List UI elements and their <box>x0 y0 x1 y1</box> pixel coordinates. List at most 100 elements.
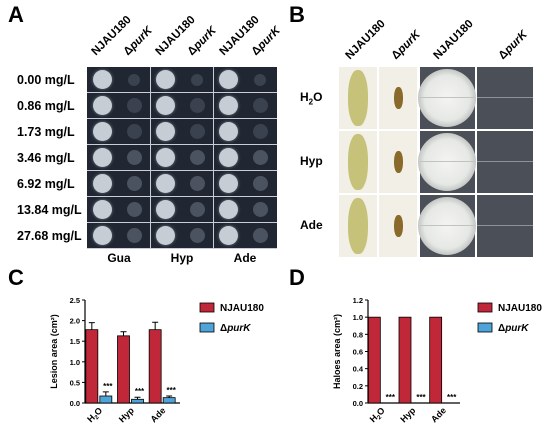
colony-wildtype <box>219 70 238 89</box>
colony-mutant <box>189 228 205 243</box>
panel-letter-d: D <box>289 265 305 290</box>
colony-mutant <box>126 202 142 217</box>
panel-b-col-header: ΔpurK <box>497 29 530 62</box>
row-label-tail: O <box>313 90 323 104</box>
halo-photo-wildtype <box>418 131 476 193</box>
colony-wildtype <box>93 70 112 89</box>
row-label-main: H <box>300 90 309 104</box>
plate-crease <box>477 225 533 226</box>
colony-mutant <box>189 124 205 139</box>
y-axis-label: Haloes area (cm²) <box>332 314 342 389</box>
panel-b-row-label: Hyp <box>300 154 323 168</box>
colony-mutant <box>126 124 142 139</box>
colony-wildtype <box>219 122 238 141</box>
category-label: Ade <box>429 405 448 424</box>
bar <box>429 316 443 404</box>
y-tick-label: 0.8 <box>353 330 363 339</box>
y-tick-label: 2.0 <box>70 317 80 326</box>
legend-swatch <box>477 322 493 333</box>
colony-mutant <box>126 98 142 113</box>
lesion-photo-wildtype <box>339 195 377 257</box>
panel-letter-b: B <box>289 2 305 27</box>
panel-c-lesion-chart: 0.0 0.5 1.0 1.5 2.0 2.5 Lesion area (cm²) *** H2… <box>49 296 264 424</box>
y-tick-label: 0.6 <box>353 348 363 357</box>
lesion-wildtype <box>348 70 368 126</box>
colony-mutant <box>252 202 268 217</box>
significance-annotation: *** <box>416 393 426 402</box>
plate-crease <box>420 225 475 226</box>
strain-name: NJAU180 <box>343 17 388 63</box>
colony-wildtype <box>93 200 112 219</box>
bar <box>148 329 162 404</box>
bar <box>117 335 130 404</box>
plate-group-divider <box>150 67 151 249</box>
panel-a-plate-image <box>87 67 277 249</box>
halo-photo-wildtype <box>418 67 476 129</box>
lesion-mutant <box>394 87 403 109</box>
y-tick-label: 0.5 <box>70 378 80 387</box>
halo-photo-mutant <box>477 131 533 193</box>
concentration-label: 13.84 mg/L <box>17 203 82 217</box>
bar <box>367 316 381 404</box>
concentration-label: 6.92 mg/L <box>17 177 75 191</box>
y-tick-label: 2.5 <box>70 296 80 305</box>
category-label: Ade <box>148 405 167 424</box>
significance-annotation: *** <box>166 386 176 395</box>
colony-wildtype <box>219 200 238 219</box>
plate-row <box>87 67 277 93</box>
plate-crease <box>420 97 475 98</box>
colony-wildtype <box>93 174 112 193</box>
colony-mutant <box>189 150 205 165</box>
colony-mutant <box>126 150 142 165</box>
colony-mutant <box>126 228 142 243</box>
colony-wildtype <box>156 200 175 219</box>
halo-photo-wildtype <box>418 195 476 257</box>
bar <box>162 397 176 404</box>
lesion-mutant <box>394 215 403 237</box>
panel-b-row-label: H2O <box>300 90 322 106</box>
lesion-mutant <box>394 151 403 173</box>
panel-letter-c: C <box>8 265 24 290</box>
legend-label: NJAU180 <box>220 303 264 314</box>
halo-photo-mutant <box>477 195 533 257</box>
legend-swatch <box>477 302 493 313</box>
y-tick-label: 1.2 <box>353 296 363 305</box>
plate-row <box>87 119 277 145</box>
bar <box>99 395 113 404</box>
panel-letter-a: A <box>8 2 24 27</box>
plate-crease <box>477 97 533 98</box>
colony-mutant <box>252 150 268 165</box>
strain-gene-italic: purK <box>395 28 423 57</box>
legend-swatch <box>199 322 215 333</box>
legend-label: ΔpurK <box>498 323 529 334</box>
colony-mutant <box>189 176 205 191</box>
significance-annotation: *** <box>103 382 113 391</box>
lesion-photo-wildtype <box>339 131 377 193</box>
plate-row <box>87 223 277 249</box>
panel-a-col-header: ΔpurK <box>122 25 155 58</box>
strain-gene-italic: purK <box>127 24 155 53</box>
group-label: Gua <box>107 251 131 265</box>
concentration-label: 0.86 mg/L <box>17 99 75 113</box>
concentration-label: 1.73 mg/L <box>17 125 75 139</box>
legend-label: NJAU180 <box>498 303 542 314</box>
lesion-wildtype <box>348 198 368 254</box>
halo-zone-wildtype <box>418 69 476 127</box>
significance-annotation: *** <box>135 387 145 396</box>
halo-zone-wildtype <box>418 133 476 191</box>
row-label-subscript: 2 <box>308 97 314 107</box>
colony-wildtype <box>156 96 175 115</box>
category-label: Hyp <box>398 405 417 424</box>
concentration-label: 27.68 mg/L <box>17 229 82 243</box>
plate-row <box>87 197 277 223</box>
group-label: Hyp <box>170 251 194 265</box>
panel-d-haloes-chart: 0.0 0.2 0.4 0.6 0.8 1.0 1.2 Haloes area (cm²) **… <box>332 296 542 424</box>
y-tick-label: 0.0 <box>70 399 80 408</box>
bar <box>85 329 99 404</box>
lesion-photo-wildtype <box>339 67 377 129</box>
colony-wildtype <box>156 174 175 193</box>
legend-swatch <box>199 302 215 313</box>
colony-wildtype <box>219 226 238 245</box>
panel-b-row-label: Ade <box>300 218 323 232</box>
panel-b-col-header: ΔpurK <box>390 29 423 62</box>
